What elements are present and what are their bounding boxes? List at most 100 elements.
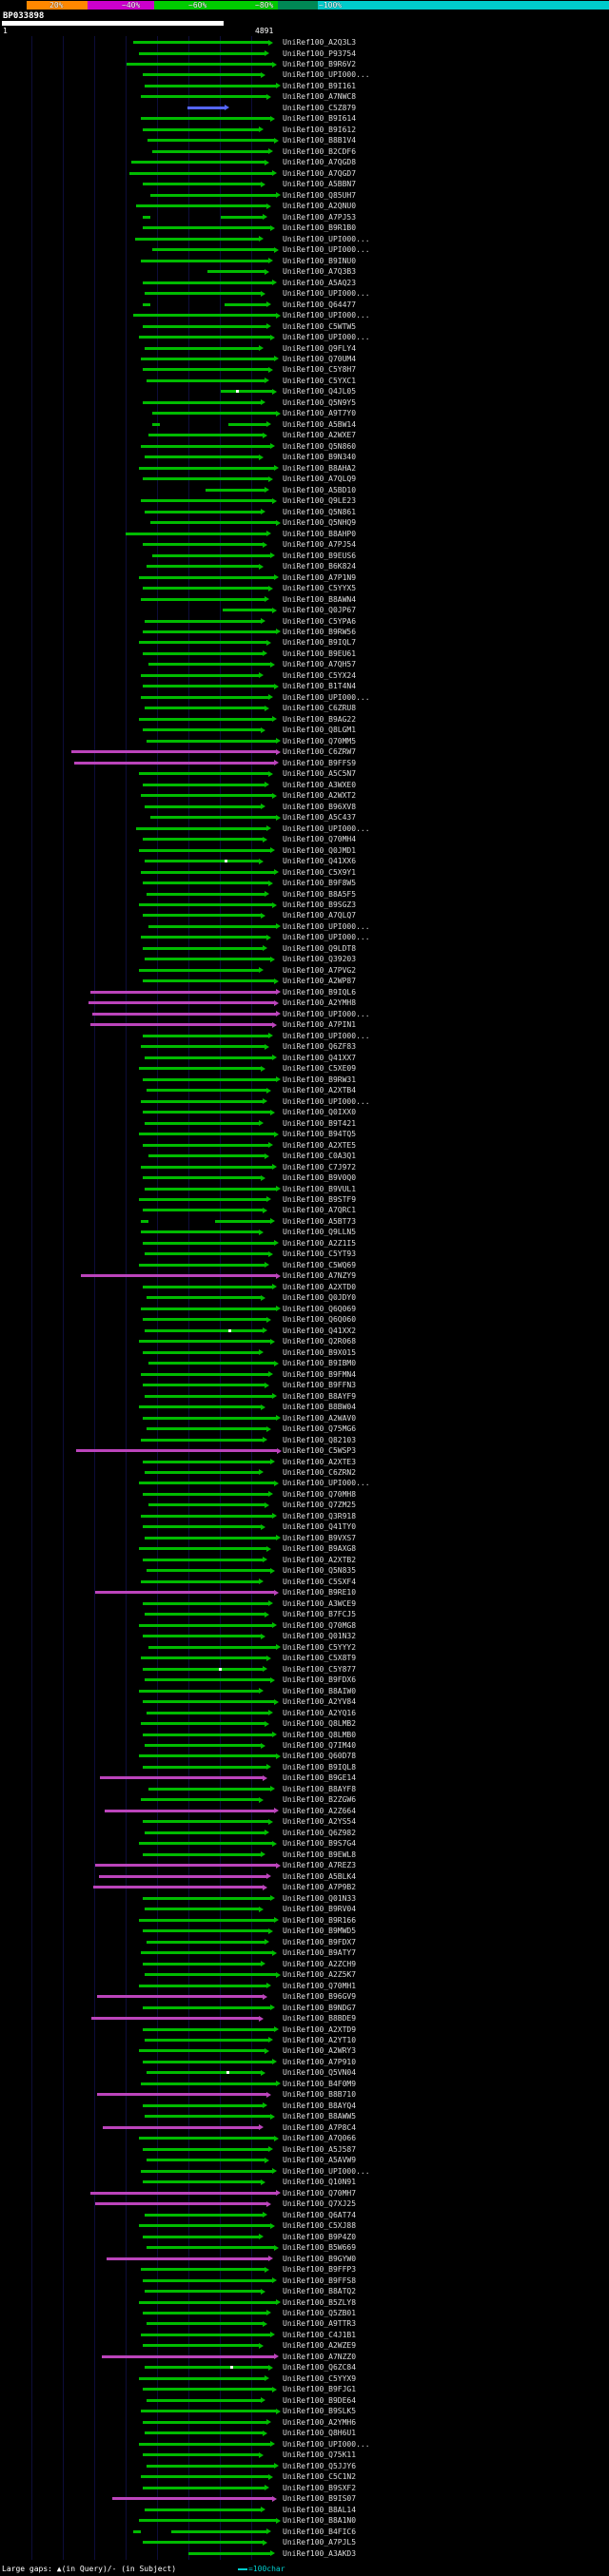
hit-label[interactable]: UniRef100_A7Q066 [283, 2134, 357, 2143]
hit-label[interactable]: UniRef100_Q0JDY0 [283, 1293, 357, 1303]
hit-label[interactable]: UniRef100_UPI000... [283, 1031, 370, 1040]
alignment-bar[interactable] [145, 510, 261, 513]
alignment-bar[interactable] [143, 838, 263, 842]
hit-label[interactable]: UniRef100_B9EWL8 [283, 1850, 357, 1859]
alignment-bar[interactable] [147, 2246, 274, 2250]
alignment-bar[interactable] [147, 378, 265, 382]
alignment-bar[interactable] [145, 1394, 272, 1398]
alignment-bar[interactable] [139, 717, 272, 721]
alignment-bar[interactable] [143, 1700, 274, 1703]
alignment-bar[interactable] [141, 1165, 272, 1169]
hit-label[interactable]: UniRef100_C5C1N2 [283, 2472, 357, 2482]
hit-label[interactable]: UniRef100_A2XTB2 [283, 1555, 357, 1564]
hit-label[interactable]: UniRef100_A2YMH8 [283, 998, 357, 1008]
alignment-bar[interactable] [152, 149, 268, 153]
alignment-bar[interactable] [143, 1416, 276, 1420]
hit-label[interactable]: UniRef100_C5XJ88 [283, 2221, 357, 2231]
hit-label[interactable]: UniRef100_UPI000... [283, 311, 370, 320]
hit-label[interactable]: UniRef100_C5YPA6 [283, 616, 357, 626]
hit-label[interactable]: UniRef100_Q9LDT8 [283, 943, 357, 953]
hit-label[interactable]: UniRef100_B4F0M9 [283, 2079, 357, 2088]
hit-label[interactable]: UniRef100_Q5N861 [283, 507, 357, 516]
alignment-bar[interactable] [143, 2278, 272, 2282]
hit-label[interactable]: UniRef100_Q5NHQ9 [283, 518, 357, 528]
hit-label[interactable]: UniRef100_Q41XX6 [283, 857, 357, 865]
alignment-bar[interactable] [139, 2376, 265, 2380]
alignment-bar[interactable] [147, 892, 265, 896]
alignment-bar[interactable] [141, 117, 270, 121]
alignment-bar[interactable] [143, 946, 263, 950]
hit-label[interactable]: UniRef100_A7P910 [283, 2057, 357, 2066]
hit-label[interactable]: UniRef100_A7P1N9 [283, 572, 357, 582]
alignment-bar[interactable] [143, 2420, 266, 2424]
hit-label[interactable]: UniRef100_C5Z879 [283, 103, 357, 112]
hit-label[interactable]: UniRef100_UPI000... [283, 921, 370, 931]
alignment-bar[interactable] [147, 565, 259, 569]
alignment-bar[interactable] [139, 1984, 266, 1987]
hit-label[interactable]: UniRef100_Q41TY0 [283, 1522, 357, 1532]
alignment-bar[interactable] [145, 346, 259, 350]
alignment-bar[interactable] [74, 761, 274, 765]
alignment-bar[interactable] [148, 1503, 265, 1507]
hit-label[interactable]: UniRef100_Q4JL05 [283, 387, 357, 397]
alignment-bar[interactable] [99, 1874, 266, 1878]
alignment-bar[interactable] [143, 1962, 261, 1966]
hit-label[interactable]: UniRef100_Q0IXX0 [283, 1108, 357, 1117]
hit-label[interactable]: UniRef100_Q5VN04 [283, 2068, 357, 2078]
hit-label[interactable]: UniRef100_A7REZ3 [283, 1861, 357, 1870]
hit-label[interactable]: UniRef100_Q7IM40 [283, 1741, 357, 1750]
alignment-bar[interactable] [143, 2005, 270, 2009]
hit-label[interactable]: UniRef100_B9MWD5 [283, 1927, 357, 1936]
hit-label[interactable]: UniRef100_A7QRC1 [283, 1206, 357, 1215]
hit-label[interactable]: UniRef100_Q2R068 [283, 1337, 357, 1346]
alignment-bar[interactable] [139, 2137, 274, 2140]
alignment-bar[interactable] [141, 597, 265, 601]
hit-label[interactable]: UniRef100_P93754 [283, 48, 357, 58]
alignment-bar[interactable] [147, 2322, 263, 2326]
hit-label[interactable]: UniRef100_Q70MH1 [283, 1981, 357, 1990]
hit-label[interactable]: UniRef100_B6K824 [283, 562, 357, 571]
hit-label[interactable]: UniRef100_Q85UH7 [283, 190, 357, 200]
hit-label[interactable]: UniRef100_UPI000... [283, 70, 370, 80]
alignment-bar[interactable] [141, 2082, 276, 2085]
hit-label[interactable]: UniRef100_B9EU61 [283, 649, 357, 658]
alignment-bar[interactable] [93, 1886, 263, 1889]
alignment-bar[interactable] [143, 324, 266, 328]
hit-label[interactable]: UniRef100_C5YYX5 [283, 584, 357, 592]
hit-label[interactable]: UniRef100_A2WZE9 [283, 2341, 357, 2351]
alignment-bar[interactable] [225, 302, 266, 306]
hit-label[interactable]: UniRef100_Q8H6U1 [283, 2429, 357, 2438]
alignment-bar[interactable] [141, 2169, 272, 2173]
alignment-bar[interactable] [145, 1252, 268, 1256]
hit-label[interactable]: UniRef100_A7Q3B3 [283, 267, 357, 277]
alignment-bar[interactable] [139, 903, 272, 906]
alignment-bar[interactable] [103, 2125, 259, 2129]
hit-label[interactable]: UniRef100_A7QGD8 [283, 158, 357, 167]
alignment-bar[interactable] [143, 2180, 261, 2184]
hit-label[interactable]: UniRef100_C5YYX9 [283, 2373, 357, 2383]
hit-label[interactable]: UniRef100_Q70MH7 [283, 2188, 357, 2198]
alignment-bar[interactable] [141, 1230, 259, 1234]
hit-label[interactable]: UniRef100_UPI000... [283, 1479, 370, 1488]
hit-label[interactable]: UniRef100_B9GE14 [283, 1773, 357, 1783]
alignment-bar[interactable] [97, 2093, 266, 2097]
hit-label[interactable]: UniRef100_A5C5N7 [283, 769, 357, 779]
hit-label[interactable]: UniRef100_A2YMH6 [283, 2417, 357, 2427]
hit-label[interactable]: UniRef100_A2Z5K7 [283, 1970, 357, 1980]
hit-label[interactable]: UniRef100_UPI000... [283, 2439, 370, 2449]
hit-label[interactable]: UniRef100_B8ATQ2 [283, 2287, 357, 2295]
alignment-bar[interactable] [143, 1896, 270, 1900]
alignment-bar[interactable] [141, 1722, 265, 1725]
alignment-bar[interactable] [141, 259, 268, 262]
hit-label[interactable]: UniRef100_Q9FLY4 [283, 343, 357, 353]
hit-label[interactable]: UniRef100_A7NWC8 [283, 92, 357, 102]
alignment-bar[interactable] [147, 139, 274, 143]
hit-label[interactable]: UniRef100_B8B710 [283, 2090, 357, 2100]
alignment-bar[interactable] [150, 193, 276, 197]
hit-label[interactable]: UniRef100_B9FDX7 [283, 1937, 357, 1947]
alignment-bar[interactable] [92, 1012, 276, 1016]
alignment-bar[interactable] [71, 750, 276, 754]
alignment-bar[interactable] [145, 455, 259, 459]
alignment-bar[interactable] [143, 73, 261, 77]
hit-label[interactable]: UniRef100_Q64477 [283, 300, 357, 309]
